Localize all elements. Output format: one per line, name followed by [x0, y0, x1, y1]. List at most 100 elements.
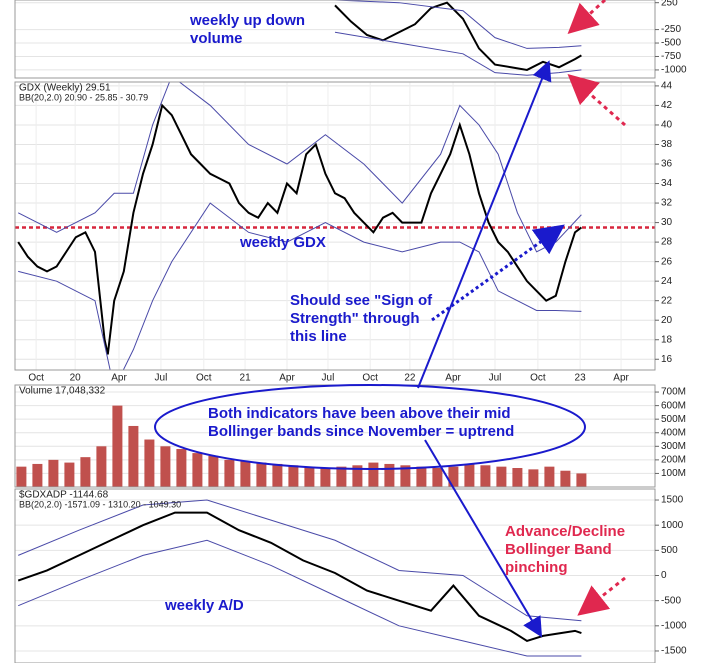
bar — [320, 468, 331, 487]
x-tick-label: Oct — [362, 373, 378, 384]
x-tick-label: Jul — [155, 373, 168, 384]
panel-subtitle: BB(20,2.0) 20.90 - 25.85 - 30.79 — [19, 92, 148, 102]
bar — [384, 463, 395, 487]
bar — [544, 466, 555, 487]
bar — [480, 465, 491, 487]
y-tick-label: 38 — [661, 139, 673, 150]
y-tick-label: 18 — [661, 334, 673, 345]
y-tick-label: 40 — [661, 120, 673, 131]
panel — [15, 499, 655, 657]
bar — [224, 459, 235, 487]
y-tick-label: 100M — [661, 468, 686, 479]
y-tick-label: 500M — [661, 414, 686, 425]
bar — [160, 446, 171, 487]
bar — [256, 462, 267, 487]
bar — [528, 469, 539, 487]
bar — [352, 465, 363, 487]
series-line — [18, 499, 582, 622]
annotation: weekly up down volume — [190, 12, 306, 47]
y-tick-label: 300M — [661, 441, 686, 452]
bar — [240, 461, 251, 487]
bar — [400, 465, 411, 487]
y-tick-label: 36 — [661, 159, 673, 170]
x-tick-label: 23 — [575, 373, 587, 384]
panel-frame — [14, 0, 656, 79]
y-tick-label: 34 — [661, 178, 673, 189]
bar — [512, 468, 523, 487]
x-tick-label: Apr — [111, 373, 127, 384]
bar — [272, 463, 283, 487]
panel-frame — [14, 81, 656, 371]
bar — [560, 470, 571, 487]
bar — [192, 453, 203, 487]
bar — [368, 462, 379, 487]
bar — [80, 457, 91, 487]
x-tick-label: 20 — [70, 373, 82, 384]
y-tick-label: 600M — [661, 400, 686, 411]
y-tick-label: -1000 — [661, 620, 687, 631]
y-tick-label: -500 — [661, 38, 681, 49]
x-tick-label: 21 — [240, 373, 252, 384]
bar — [32, 463, 43, 487]
bar — [48, 459, 59, 487]
bar — [144, 439, 155, 487]
y-tick-label: 42 — [661, 100, 673, 111]
x-tick-label: Oct — [196, 373, 212, 384]
y-tick-label: 0 — [661, 570, 667, 581]
bar — [496, 466, 507, 487]
y-tick-label: 30 — [661, 217, 673, 228]
x-tick-label: Apr — [445, 373, 461, 384]
bar — [112, 405, 123, 487]
bar — [96, 446, 107, 487]
bar — [576, 473, 587, 487]
y-tick-label: -1000 — [661, 65, 687, 76]
y-tick-label: -1500 — [661, 646, 687, 657]
y-tick-label: 200M — [661, 455, 686, 466]
x-tick-label: Apr — [613, 373, 629, 384]
annotation: Both indicators have been above their mi… — [208, 405, 515, 440]
bar — [208, 455, 219, 487]
series-line — [334, 1, 582, 71]
y-tick-label: -750 — [661, 51, 681, 62]
annotation: Advance/Decline Bollinger Band pinching — [505, 523, 626, 576]
y-tick-label: -250 — [661, 24, 681, 35]
y-tick-label: 400M — [661, 427, 686, 438]
y-tick-label: 250 — [661, 0, 678, 8]
x-tick-label: Oct — [28, 373, 44, 384]
y-tick-label: 32 — [661, 198, 673, 209]
panel-subtitle: BB(20,2.0) -1571.09 - 1310.20 - 1049.30 — [19, 499, 181, 509]
panel-title: Volume 17,048,332 — [19, 386, 106, 397]
x-tick-label: Oct — [530, 373, 546, 384]
series-line — [334, 31, 582, 76]
x-tick-label: Jul — [322, 373, 335, 384]
x-tick-label: Jul — [489, 373, 502, 384]
bar — [448, 466, 459, 487]
bar — [416, 466, 427, 487]
y-tick-label: 20 — [661, 315, 673, 326]
y-tick-label: 22 — [661, 295, 673, 306]
panel-title: $GDXADP -1144.68 — [19, 490, 109, 501]
annotation: Should see "Sign of Strength" through th… — [290, 292, 433, 345]
annotation: weekly GDX — [240, 234, 326, 251]
series-line — [334, 0, 582, 49]
y-tick-label: 1000 — [661, 520, 684, 531]
bar — [64, 462, 75, 487]
series-line — [18, 539, 582, 657]
bar — [128, 425, 139, 487]
bar — [16, 466, 27, 487]
panel — [15, 0, 655, 76]
y-tick-label: 44 — [661, 81, 673, 92]
bar — [304, 466, 315, 487]
y-tick-label: 16 — [661, 354, 673, 365]
y-tick-label: 24 — [661, 276, 673, 287]
bar — [336, 466, 347, 487]
bar — [432, 468, 443, 487]
bar — [176, 449, 187, 487]
panel-title: GDX (Weekly) 29.51 — [19, 83, 111, 94]
annotation: weekly A/D — [165, 597, 244, 614]
y-tick-label: 28 — [661, 237, 673, 248]
y-tick-label: 1500 — [661, 495, 684, 506]
y-tick-label: 700M — [661, 387, 686, 398]
panel-frame — [14, 488, 656, 663]
